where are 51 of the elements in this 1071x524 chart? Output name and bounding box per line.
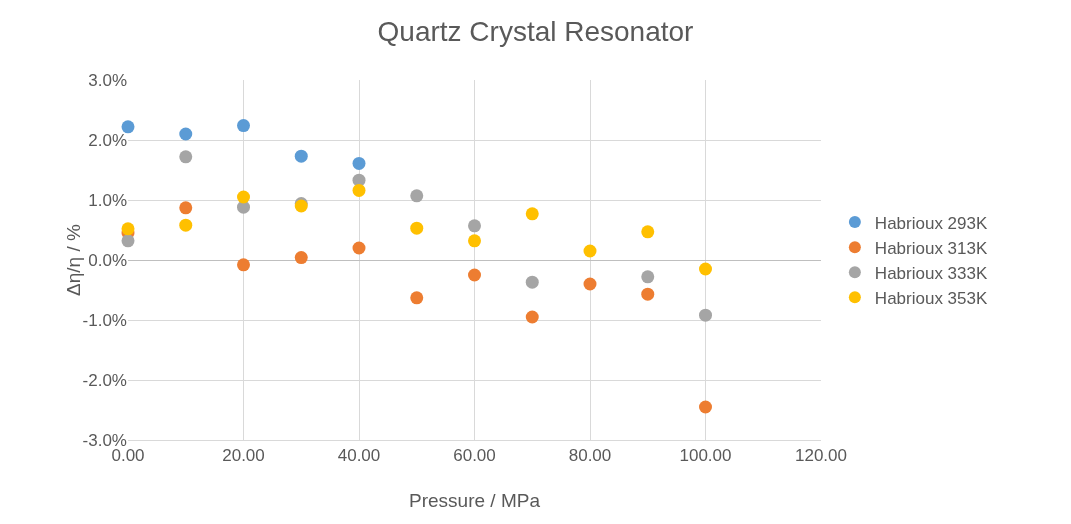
point xyxy=(237,258,250,272)
point xyxy=(641,270,655,284)
point xyxy=(699,400,712,414)
point xyxy=(179,150,193,164)
x-tick-label: 100.00 xyxy=(679,446,732,466)
y-tick-label: 2.0% xyxy=(88,130,127,150)
x-tick-label: 40.00 xyxy=(337,446,381,466)
point xyxy=(641,225,655,239)
point xyxy=(237,119,250,133)
point xyxy=(525,207,539,221)
y-tick-label: 3.0% xyxy=(88,70,127,90)
point xyxy=(699,308,712,322)
point xyxy=(121,120,135,134)
point xyxy=(699,262,712,276)
x-tick-label: 20.00 xyxy=(222,446,265,466)
point xyxy=(583,277,597,291)
point xyxy=(583,244,597,258)
point xyxy=(121,234,135,248)
point xyxy=(352,183,366,197)
legend-label: Habrioux 313K xyxy=(874,238,988,258)
legend-label: Habrioux 293K xyxy=(874,213,988,233)
x-tick-label: 120.00 xyxy=(795,446,847,466)
y-axis-title: Δη/η / % xyxy=(63,223,84,296)
y-tick-label: -2.0% xyxy=(82,370,127,390)
point xyxy=(294,149,308,163)
point xyxy=(352,156,366,170)
point xyxy=(179,127,193,141)
legend-label: Habrioux 353K xyxy=(874,288,988,308)
point xyxy=(352,241,366,255)
legend-label: Habrioux 333K xyxy=(874,263,988,283)
x-tick-label: 60.00 xyxy=(453,446,496,466)
point xyxy=(410,291,424,305)
point xyxy=(410,221,424,235)
point xyxy=(179,201,193,215)
point xyxy=(525,275,539,289)
point xyxy=(121,222,135,236)
point xyxy=(525,310,539,324)
y-tick-label: -1.0% xyxy=(82,310,127,330)
point xyxy=(179,218,193,232)
x-tick-label: 80.00 xyxy=(568,446,612,466)
y-tick-label: 1.0% xyxy=(88,190,127,210)
point xyxy=(468,234,481,248)
y-tick-label: 0.0% xyxy=(88,250,127,270)
chart-title: Quartz Crystal Resonator xyxy=(377,15,694,47)
point xyxy=(294,251,308,265)
point xyxy=(237,190,250,204)
point xyxy=(468,219,481,233)
point xyxy=(641,287,655,301)
point xyxy=(410,189,424,203)
point xyxy=(468,268,481,282)
x-axis-title: Pressure / MPa xyxy=(409,490,541,511)
